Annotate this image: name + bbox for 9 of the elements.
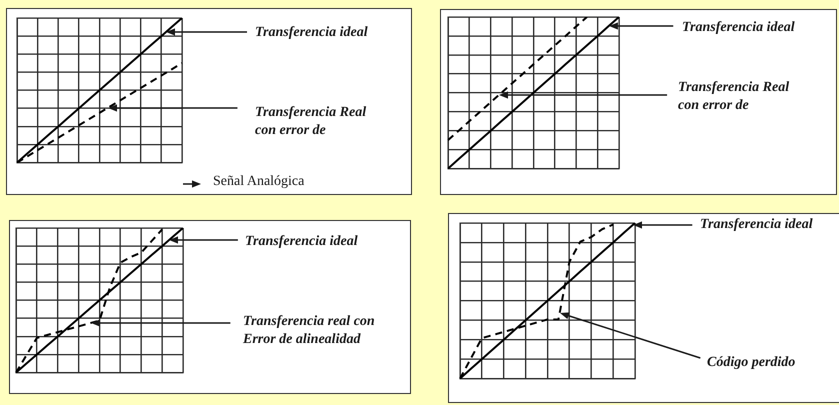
text: Transferencia ideal — [700, 216, 814, 234]
x-axis-title: Señal Analógica — [213, 173, 304, 191]
text: Transferencia Real con error de — [255, 104, 368, 140]
text: Transferencia Real con error de — [678, 79, 790, 115]
text: Transferencia real con Error de alinealidad — [243, 313, 376, 349]
text: Transferencia ideal — [255, 24, 369, 42]
text: Transferencia ideal — [682, 19, 796, 37]
text: Transferencia ideal — [245, 233, 359, 251]
text: Código perdido — [707, 354, 796, 372]
